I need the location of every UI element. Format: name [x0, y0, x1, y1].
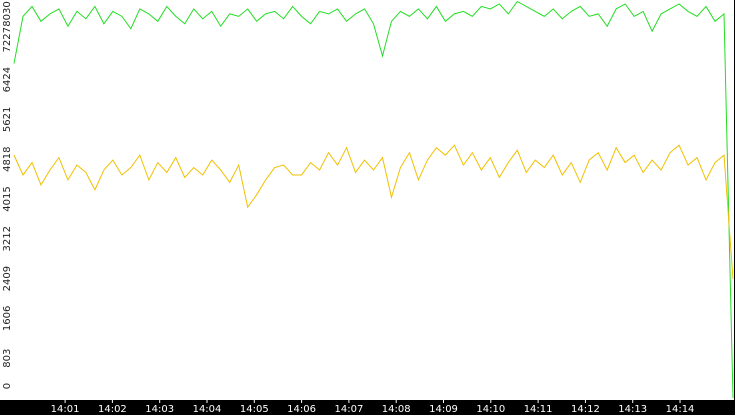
x-tick-label: 14:10	[476, 404, 505, 415]
x-tick-label: 14:09	[429, 404, 458, 415]
x-tick-label: 14:01	[51, 404, 80, 415]
y-tick-label: 0	[2, 383, 13, 389]
series-line	[13, 144, 734, 280]
y-tick-label: 7227	[2, 27, 13, 52]
y-tick-label: 8030	[2, 1, 13, 26]
x-axis-bar	[0, 400, 735, 415]
x-tick-label: 14:05	[240, 404, 269, 415]
x-tick-label: 14:14	[666, 404, 695, 415]
y-tick-label: 4818	[2, 146, 13, 171]
x-tick-label: 14:11	[524, 404, 553, 415]
y-tick-label: 6424	[2, 67, 13, 92]
x-tick-label: 14:08	[382, 404, 411, 415]
x-tick-label: 14:06	[287, 404, 316, 415]
y-tick-label: 4015	[2, 186, 13, 211]
x-tick-label: 14:03	[145, 404, 174, 415]
x-tick-label: 14:04	[193, 404, 222, 415]
x-tick-label: 14:12	[571, 404, 600, 415]
x-tick-label: 14:07	[334, 404, 363, 415]
y-tick-label: 1606	[2, 306, 13, 331]
x-tick-label: 14:02	[98, 404, 127, 415]
series-line	[13, 0, 734, 399]
y-tick-label: 3212	[2, 226, 13, 251]
y-tick-label: 5621	[2, 107, 13, 132]
y-tick-label: 803	[2, 349, 13, 368]
x-tick-label: 14:13	[618, 404, 647, 415]
y-tick-label: 2409	[2, 266, 13, 291]
